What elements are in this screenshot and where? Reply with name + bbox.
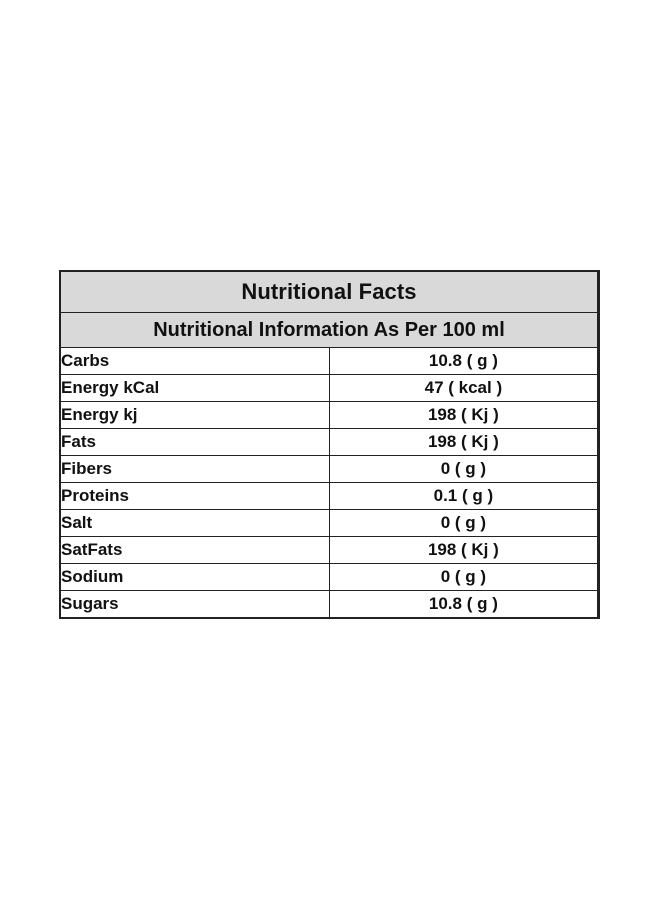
nutrient-name-satfats: SatFats <box>59 536 330 564</box>
subtitle-row: Nutritional Information As Per 100 ml <box>59 312 599 348</box>
table-row: Fats 198 ( Kj ) <box>59 428 600 456</box>
nutrient-name-energy-kcal: Energy kCal <box>59 374 330 402</box>
table-row: Proteins 0.1 ( g ) <box>59 482 600 510</box>
title-row: Nutritional Facts <box>59 270 599 313</box>
nutrient-name-sugars: Sugars <box>59 590 330 619</box>
nutrient-name-energy-kj: Energy kj <box>59 401 330 429</box>
table-row: Sodium 0 ( g ) <box>59 563 600 591</box>
nutrient-name-proteins: Proteins <box>59 482 330 510</box>
nutrition-facts-panel: Nutritional Facts Nutritional Informatio… <box>59 270 600 619</box>
table-row: Energy kCal 47 ( kcal ) <box>59 374 600 402</box>
nutrient-value-satfats: 198 ( Kj ) <box>328 536 600 564</box>
table-row: Energy kj 198 ( Kj ) <box>59 401 600 429</box>
nutrient-name-carbs: Carbs <box>59 347 330 375</box>
nutrient-value-carbs: 10.8 ( g ) <box>328 347 600 375</box>
nutrient-value-energy-kj: 198 ( Kj ) <box>328 401 600 429</box>
nutrient-value-proteins: 0.1 ( g ) <box>328 482 600 510</box>
table-row: Sugars 10.8 ( g ) <box>59 590 600 619</box>
nutrient-value-fibers: 0 ( g ) <box>328 455 600 483</box>
nutrient-value-fats: 198 ( Kj ) <box>328 428 600 456</box>
nutrient-value-salt: 0 ( g ) <box>328 509 600 537</box>
table-row: Salt 0 ( g ) <box>59 509 600 537</box>
nutrient-name-salt: Salt <box>59 509 330 537</box>
nutrient-name-fibers: Fibers <box>59 455 330 483</box>
nutrient-value-sodium: 0 ( g ) <box>328 563 600 591</box>
table-title: Nutritional Facts <box>59 270 599 313</box>
nutrient-value-sugars: 10.8 ( g ) <box>328 590 600 619</box>
nutrient-name-fats: Fats <box>59 428 330 456</box>
nutrient-name-sodium: Sodium <box>59 563 330 591</box>
table-subtitle: Nutritional Information As Per 100 ml <box>59 312 599 348</box>
nutrition-facts-table: Nutritional Facts Nutritional Informatio… <box>59 270 600 619</box>
table-row: SatFats 198 ( Kj ) <box>59 536 600 564</box>
nutrient-value-energy-kcal: 47 ( kcal ) <box>328 374 600 402</box>
table-row: Fibers 0 ( g ) <box>59 455 600 483</box>
table-row: Carbs 10.8 ( g ) <box>59 347 600 375</box>
